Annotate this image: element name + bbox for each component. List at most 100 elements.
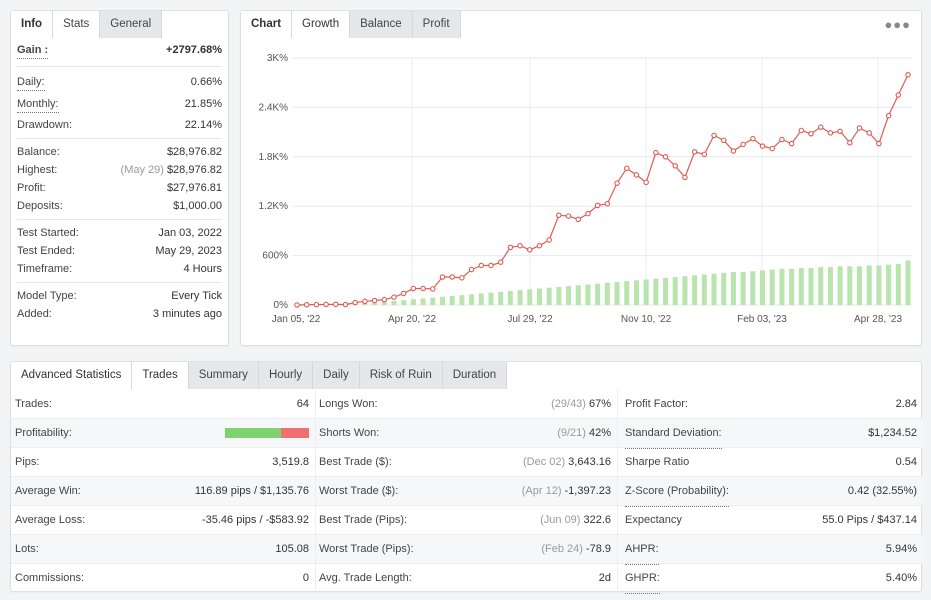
tab-advanced-statistics[interactable]: Advanced Statistics [11, 362, 133, 389]
growth-point[interactable] [430, 286, 436, 292]
growth-point[interactable] [837, 128, 843, 135]
tab-stats[interactable]: Stats [53, 11, 101, 38]
stat-value: 105.08 [275, 535, 309, 564]
stat-label[interactable]: Sharpe Ratio [625, 448, 690, 478]
growth-point[interactable] [342, 301, 349, 308]
more-dots-icon[interactable]: ●●● [884, 17, 911, 32]
growth-point[interactable] [750, 135, 756, 142]
growth-point[interactable] [730, 148, 737, 154]
growth-point[interactable] [827, 130, 834, 136]
growth-point[interactable] [313, 301, 320, 308]
stat-label[interactable]: Z-Score (Probability): [625, 477, 729, 507]
growth-point[interactable] [381, 296, 388, 303]
growth-point[interactable] [546, 237, 552, 243]
tab-duration[interactable]: Duration [442, 362, 508, 389]
stat-cell: Worst Trade ($): (Apr 12) -1,397.23 [315, 477, 617, 506]
growth-point[interactable] [294, 302, 300, 308]
growth-point[interactable] [400, 290, 407, 297]
tab-daily[interactable]: Daily [313, 362, 360, 389]
highest-value: $28,976.82 [166, 164, 222, 176]
growth-point[interactable] [905, 71, 911, 78]
growth-point[interactable] [866, 130, 872, 136]
growth-point[interactable] [333, 301, 339, 308]
growth-point[interactable] [459, 275, 465, 281]
stat-value-text: 3,643.16 [568, 456, 611, 468]
growth-point[interactable] [682, 174, 688, 181]
growth-point[interactable] [556, 212, 562, 219]
growth-point[interactable] [478, 262, 485, 269]
drawdown-value: 22.14% [184, 119, 222, 131]
growth-point[interactable] [759, 143, 766, 149]
growth-point[interactable] [565, 213, 572, 219]
growth-point[interactable] [410, 285, 417, 292]
growth-point[interactable] [672, 163, 678, 169]
monthly-label[interactable]: Monthly: [17, 96, 59, 113]
growth-point[interactable] [536, 242, 543, 249]
growth-point[interactable] [604, 200, 611, 207]
growth-point[interactable] [701, 151, 708, 158]
stat-label[interactable]: Profit Factor: [625, 390, 688, 420]
growth-point[interactable] [527, 247, 533, 253]
growth-point[interactable] [391, 294, 397, 300]
growth-point[interactable] [449, 274, 455, 280]
growth-point[interactable] [585, 210, 591, 217]
growth-point[interactable] [488, 262, 494, 269]
growth-point[interactable] [468, 266, 475, 273]
growth-point[interactable] [623, 165, 630, 172]
daily-label[interactable]: Daily: [17, 74, 45, 91]
tab-growth[interactable]: Growth [292, 11, 351, 38]
growth-point[interactable] [847, 140, 853, 146]
growth-point[interactable] [779, 136, 785, 143]
growth-point[interactable] [517, 242, 523, 249]
stat-label[interactable]: Expectancy [625, 506, 682, 536]
growth-point[interactable] [420, 285, 426, 292]
growth-point[interactable] [362, 298, 368, 305]
growth-point[interactable] [769, 145, 775, 152]
gain-label[interactable]: Gain : [17, 42, 49, 59]
growth-point[interactable] [711, 132, 717, 139]
growth-point[interactable] [817, 124, 824, 130]
growth-point[interactable] [633, 172, 640, 178]
tab-summary[interactable]: Summary [188, 362, 259, 389]
tab-profit[interactable]: Profit [412, 11, 461, 38]
tab-balance[interactable]: Balance [350, 11, 413, 38]
growth-point[interactable] [323, 301, 329, 308]
growth-point[interactable] [808, 130, 814, 137]
profit-bar [895, 263, 901, 305]
growth-point[interactable] [507, 244, 514, 251]
growth-point[interactable] [653, 149, 659, 156]
growth-point[interactable] [575, 216, 582, 223]
stat-cell: Sharpe Ratio 0.54 [617, 448, 923, 478]
tab-trades[interactable]: Trades [132, 362, 189, 389]
stat-value: 3,519.8 [272, 448, 309, 477]
growth-point[interactable] [788, 140, 795, 147]
growth-point[interactable] [740, 141, 746, 148]
growth-point[interactable] [895, 92, 902, 98]
stat-label[interactable]: AHPR: [625, 535, 659, 565]
stat-label[interactable]: Standard Deviation: [625, 419, 722, 449]
growth-point[interactable] [303, 302, 310, 308]
tab-info[interactable]: Info [11, 11, 54, 38]
stat-label[interactable]: GHPR: [625, 564, 660, 594]
tab-hourly[interactable]: Hourly [258, 362, 314, 389]
growth-point[interactable] [643, 179, 649, 186]
growth-point[interactable] [691, 149, 698, 155]
growth-point[interactable] [352, 299, 358, 306]
growth-point[interactable] [497, 259, 504, 265]
growth-point[interactable] [856, 125, 863, 131]
growth-point[interactable] [662, 154, 669, 160]
growth-point[interactable] [594, 202, 601, 209]
profit-bar [420, 298, 426, 305]
growth-point[interactable] [371, 297, 378, 304]
tab-general[interactable]: General [100, 11, 163, 38]
growth-point[interactable] [885, 112, 892, 119]
growth-point[interactable] [614, 180, 620, 186]
more-dots-icon-hitbox [895, 14, 909, 28]
growth-point[interactable] [798, 127, 805, 134]
growth-point[interactable] [439, 274, 446, 280]
tab-chart[interactable]: Chart [241, 11, 293, 38]
tab-risk-of-ruin[interactable]: Risk of Ruin [359, 362, 443, 389]
divider [17, 282, 222, 283]
growth-point[interactable] [876, 140, 882, 147]
growth-point[interactable] [720, 137, 727, 144]
